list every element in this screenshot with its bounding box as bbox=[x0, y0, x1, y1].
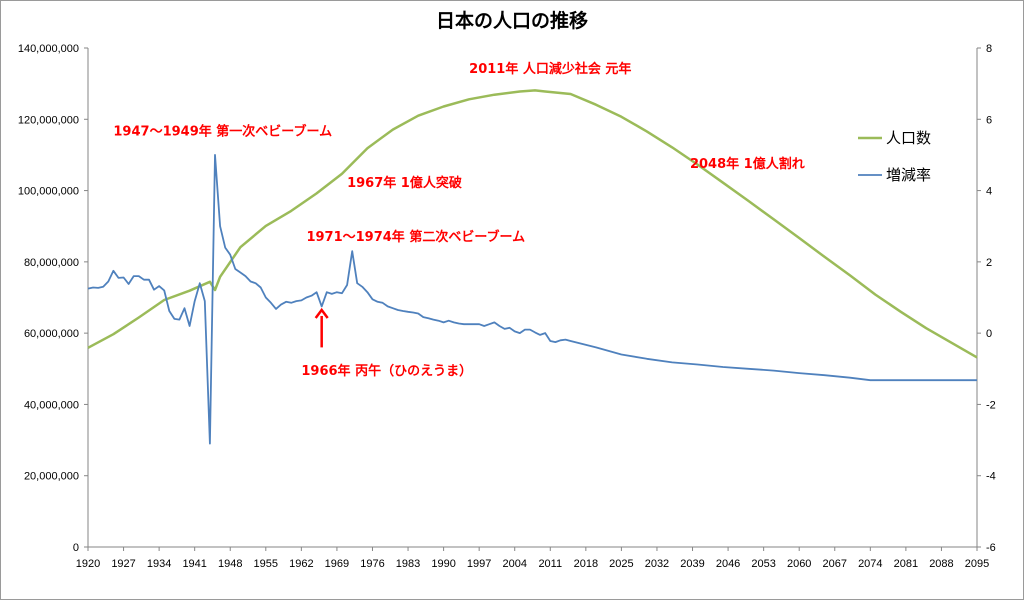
x-tick-label: 2095 bbox=[965, 558, 989, 570]
x-tick-label: 1934 bbox=[147, 558, 171, 570]
x-tick-label: 1997 bbox=[467, 558, 491, 570]
x-tick-label: 2081 bbox=[894, 558, 918, 570]
x-tick-label: 2018 bbox=[574, 558, 598, 570]
y2-tick-label: 2 bbox=[986, 257, 992, 269]
series-lines bbox=[87, 89, 978, 445]
x-tick-label: 2039 bbox=[680, 558, 704, 570]
x-tick-label: 2053 bbox=[751, 558, 775, 570]
x-tick-label: 2046 bbox=[716, 558, 740, 570]
series-line-1 bbox=[87, 89, 978, 359]
annotation-label: 2048年 1億人割れ bbox=[690, 156, 805, 172]
y2-tick-label: 4 bbox=[986, 186, 992, 198]
x-tick-label: 2074 bbox=[858, 558, 882, 570]
y-tick-label: 20,000,000 bbox=[24, 471, 79, 483]
x-tick-label: 2004 bbox=[502, 558, 526, 570]
x-tick-label: 2025 bbox=[609, 558, 633, 570]
y2-tick-label: 8 bbox=[986, 43, 992, 55]
x-tick-label: 1920 bbox=[76, 558, 100, 570]
x-tick-label: 2032 bbox=[645, 558, 669, 570]
arrow-head bbox=[314, 307, 329, 319]
x-tick-label: 2011 bbox=[538, 558, 562, 570]
y-tick-label: 80,000,000 bbox=[24, 257, 79, 269]
y2-tick-label: 6 bbox=[986, 114, 992, 126]
y-tick-label: 140,000,000 bbox=[18, 43, 79, 55]
chart-title: 日本の人口の推移 bbox=[436, 9, 588, 32]
axes: 0 20,000,000 40,000,000 60,000,000 80,000,00… bbox=[18, 43, 996, 570]
y-tick-label: 60,000,000 bbox=[24, 328, 79, 340]
x-tick-label: 1948 bbox=[218, 558, 242, 570]
annotation-label: 1971〜1974年 第二次ベビーブーム bbox=[306, 229, 525, 245]
y2-tick-label: -6 bbox=[986, 542, 996, 554]
annotations: 2011年 人口減少社会 元年 1947〜1949年 第一次ベビーブーム 2048年… bbox=[113, 61, 804, 379]
legend-label: 増減率 bbox=[886, 166, 931, 184]
annotation-label: 1966年 丙午（ひのえうま） bbox=[301, 363, 472, 379]
annotation-label: 1967年 1億人突破 bbox=[347, 175, 462, 191]
x-tick-label: 1962 bbox=[289, 558, 313, 570]
y-tick-label: 100,000,000 bbox=[18, 186, 79, 198]
annotation-label: 2011年 人口減少社会 元年 bbox=[469, 61, 631, 77]
x-tick-label: 1976 bbox=[360, 558, 384, 570]
x-tick-label: 2060 bbox=[787, 558, 811, 570]
x-tick-label: 1990 bbox=[431, 558, 455, 570]
y-tick-label: 120,000,000 bbox=[18, 114, 79, 126]
x-tick-label: 2088 bbox=[929, 558, 953, 570]
y-tick-label: 40,000,000 bbox=[24, 399, 79, 411]
y2-tick-label: -2 bbox=[986, 399, 996, 411]
x-tick-label: 1941 bbox=[182, 558, 206, 570]
y-tick-label: 0 bbox=[73, 542, 79, 554]
x-tick-label: 1955 bbox=[254, 558, 278, 570]
y2-tick-label: -4 bbox=[986, 471, 996, 483]
x-tick-label: 1927 bbox=[111, 558, 135, 570]
y2-tick-label: 0 bbox=[986, 328, 992, 340]
x-tick-label: 1969 bbox=[325, 558, 349, 570]
annotation-label: 1947〜1949年 第一次ベビーブーム bbox=[113, 124, 332, 140]
x-tick-label: 1983 bbox=[396, 558, 420, 570]
legend-label: 人口数 bbox=[886, 129, 931, 147]
x-tick-label: 2067 bbox=[823, 558, 847, 570]
series-line-2 bbox=[87, 154, 977, 445]
